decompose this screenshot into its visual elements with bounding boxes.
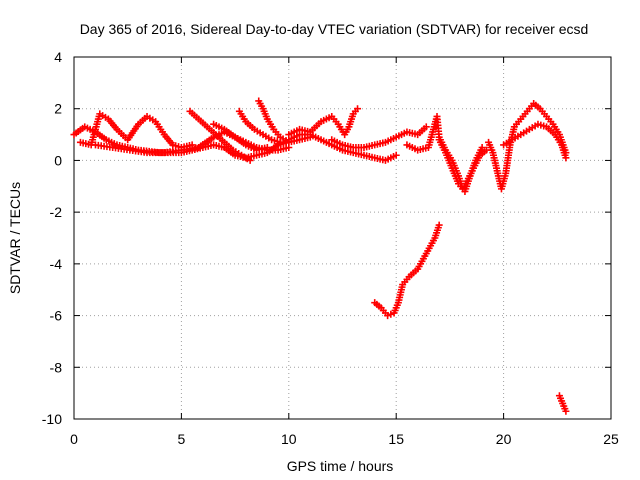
data-point xyxy=(562,407,570,415)
x-tick-labels: 0 5 10 15 20 25 xyxy=(70,431,619,447)
plot-frame xyxy=(73,56,612,420)
x-tick-label: 20 xyxy=(496,431,512,447)
data-point xyxy=(562,154,570,162)
series-track-15 xyxy=(371,221,443,320)
data-point xyxy=(392,151,400,159)
y-axis-label: SDTVAR / TECUs xyxy=(7,182,23,294)
series-track-4 xyxy=(186,107,254,164)
series-track-5 xyxy=(210,120,293,154)
data-point xyxy=(387,310,395,318)
series-track-14 xyxy=(500,120,570,162)
y-tick-label: 4 xyxy=(54,49,62,65)
chart-title: Day 365 of 2016, Sidereal Day-to-day VTE… xyxy=(80,21,589,37)
x-tick-label: 10 xyxy=(281,431,297,447)
data-point xyxy=(246,156,254,164)
y-tick-label: -4 xyxy=(50,256,63,272)
x-tick-label: 15 xyxy=(388,431,404,447)
series-track-16 xyxy=(555,392,570,415)
data-points xyxy=(70,97,570,415)
data-point xyxy=(384,312,392,320)
series-track-12 xyxy=(435,136,486,195)
y-tick-label: -8 xyxy=(50,359,63,375)
data-point xyxy=(354,105,362,113)
data-point xyxy=(422,123,430,131)
y-tick-label: -10 xyxy=(42,411,62,427)
grid-lines xyxy=(74,57,611,419)
x-axis-label: GPS time / hours xyxy=(287,458,394,474)
series-track-8 xyxy=(285,105,362,139)
y-tick-label: -6 xyxy=(50,308,63,324)
series-track-6 xyxy=(235,107,284,146)
y-tick-label: 2 xyxy=(54,101,62,117)
series-track-13 xyxy=(485,100,570,193)
data-point xyxy=(435,221,443,229)
series-track-10 xyxy=(328,123,430,151)
data-point xyxy=(478,144,486,151)
y-tick-label: 0 xyxy=(54,152,62,168)
x-tick-label: 25 xyxy=(603,431,619,447)
series-track-9 xyxy=(274,131,400,164)
y-tick-labels: -10 -8 -6 -4 -2 0 2 4 xyxy=(42,49,62,427)
series-track-2 xyxy=(76,110,196,151)
x-tick-label: 0 xyxy=(70,431,78,447)
x-tick-label: 5 xyxy=(178,431,186,447)
y-tick-label: -2 xyxy=(50,204,63,220)
